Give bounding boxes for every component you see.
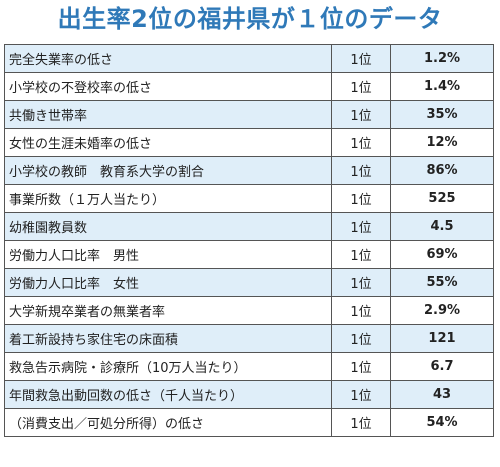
table-row: 事業所数（１万人当たり） 1位 525 — [4, 184, 494, 213]
row-value: 121 — [390, 324, 494, 353]
ranking-table-body: 完全失業率の低さ 1位 1.2% 小学校の不登校率の低さ 1位 1.4% 共働き世帯率 1位 3… — [4, 44, 494, 437]
table-row: 年間救急出動回数の低さ（千人当たり） 1位 43 — [4, 380, 494, 409]
row-item-label: 救急告示病院・診療所（10万人当たり） — [4, 352, 332, 381]
row-rank: 1位 — [331, 156, 391, 185]
row-rank: 1位 — [331, 408, 391, 437]
row-rank: 1位 — [331, 380, 391, 409]
row-item-label: 共働き世帯率 — [4, 100, 332, 129]
row-value: 55% — [390, 268, 494, 297]
row-rank: 1位 — [331, 296, 391, 325]
table-row: 幼稚園教員数 1位 4.5 — [4, 212, 494, 241]
row-rank: 1位 — [331, 240, 391, 269]
table-row: 女性の生涯未婚率の低さ 1位 12% — [4, 128, 494, 157]
row-item-label: 労働力人口比率 男性 — [4, 240, 332, 269]
row-item-label: 小学校の教師 教育系大学の割合 — [4, 156, 332, 185]
table-row: 着工新設持ち家住宅の床面積 1位 121 — [4, 324, 494, 353]
row-item-label: 女性の生涯未婚率の低さ — [4, 128, 332, 157]
row-item-label: 幼稚園教員数 — [4, 212, 332, 241]
table-row: （消費支出／可処分所得）の低さ 1位 54% — [4, 408, 494, 437]
row-value: 4.5 — [390, 212, 494, 241]
table-row: 共働き世帯率 1位 35% — [4, 100, 494, 129]
table-row: 労働力人口比率 男性 1位 69% — [4, 240, 494, 269]
table-row: 小学校の教師 教育系大学の割合 1位 86% — [4, 156, 494, 185]
table-row: 大学新規卒業者の無業者率 1位 2.9% — [4, 296, 494, 325]
row-value: 1.4% — [390, 72, 494, 101]
row-value: 2.9% — [390, 296, 494, 325]
row-item-label: 小学校の不登校率の低さ — [4, 72, 332, 101]
row-item-label: 労働力人口比率 女性 — [4, 268, 332, 297]
page-title: 出生率2位の福井県が１位のデータ — [57, 5, 443, 33]
row-rank: 1位 — [331, 44, 391, 73]
row-rank: 1位 — [331, 128, 391, 157]
row-rank: 1位 — [331, 352, 391, 381]
row-value: 35% — [390, 100, 494, 129]
row-value: 86% — [390, 156, 494, 185]
row-item-label: 年間救急出動回数の低さ（千人当たり） — [4, 380, 332, 409]
row-rank: 1位 — [331, 212, 391, 241]
row-value: 525 — [390, 184, 494, 213]
row-value: 6.7 — [390, 352, 494, 381]
row-value: 1.2% — [390, 44, 494, 73]
row-rank: 1位 — [331, 100, 391, 129]
row-item-label: （消費支出／可処分所得）の低さ — [4, 408, 332, 437]
table-row: 救急告示病院・診療所（10万人当たり） 1位 6.7 — [4, 352, 494, 381]
table-row: 完全失業率の低さ 1位 1.2% — [4, 44, 494, 73]
row-value: 43 — [390, 380, 494, 409]
table-row: 小学校の不登校率の低さ 1位 1.4% — [4, 72, 494, 101]
row-value: 12% — [390, 128, 494, 157]
table-row: 労働力人口比率 女性 1位 55% — [4, 268, 494, 297]
row-value: 54% — [390, 408, 494, 437]
row-rank: 1位 — [331, 324, 391, 353]
row-item-label: 完全失業率の低さ — [4, 44, 332, 73]
row-rank: 1位 — [331, 184, 391, 213]
ranking-table: 完全失業率の低さ 1位 1.2% 小学校の不登校率の低さ 1位 1.4% 共働き世帯率 1位 3… — [4, 44, 494, 437]
row-rank: 1位 — [331, 268, 391, 297]
row-rank: 1位 — [331, 72, 391, 101]
row-item-label: 事業所数（１万人当たり） — [4, 184, 332, 213]
row-item-label: 着工新設持ち家住宅の床面積 — [4, 324, 332, 353]
row-item-label: 大学新規卒業者の無業者率 — [4, 296, 332, 325]
row-value: 69% — [390, 240, 494, 269]
